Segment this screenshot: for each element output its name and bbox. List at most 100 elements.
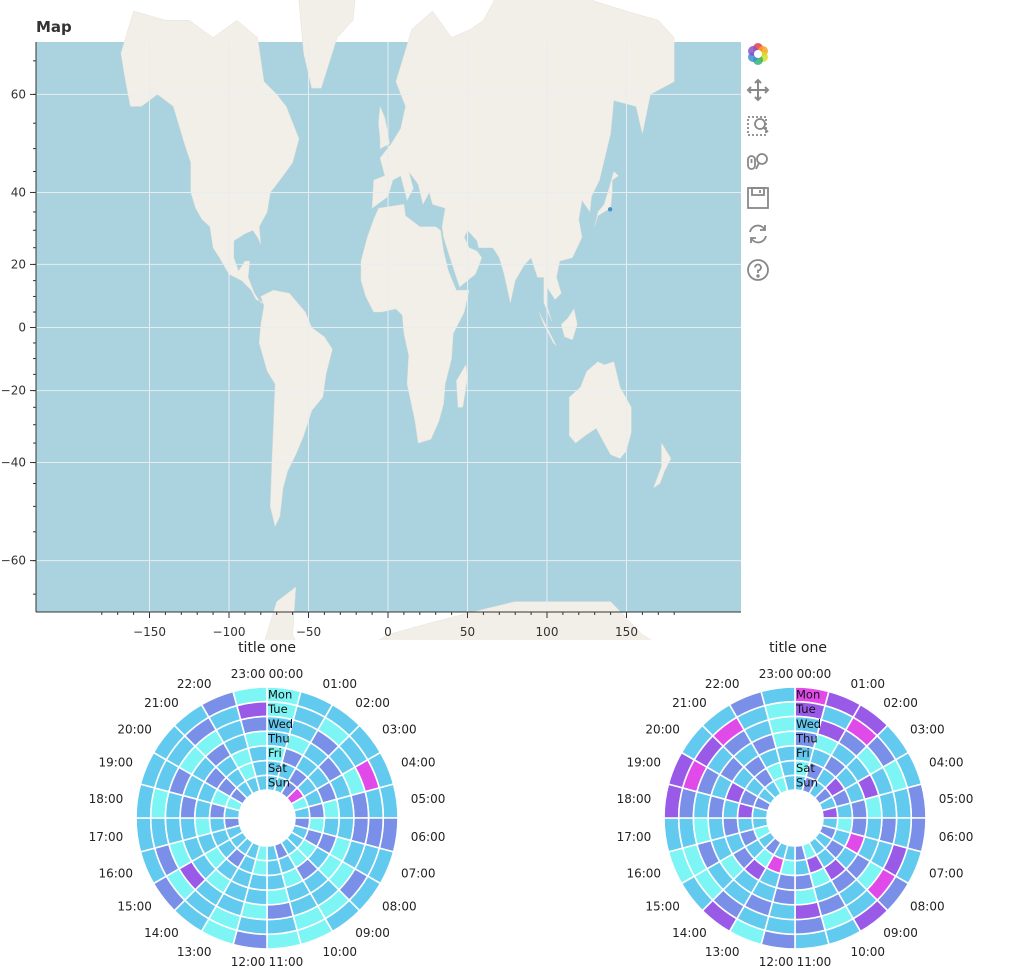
hour-label: 21:00 bbox=[672, 696, 707, 710]
world-map-plot[interactable]: −150−100−50050100150806040200−20−40−60−8… bbox=[0, 0, 1024, 640]
hour-label: 12:00 bbox=[231, 955, 266, 969]
pan-icon[interactable] bbox=[744, 76, 772, 104]
y-tick-label: 60 bbox=[11, 87, 26, 101]
hour-label: 12:00 bbox=[759, 955, 794, 969]
reset-icon[interactable] bbox=[744, 220, 772, 248]
day-label: Fri bbox=[796, 746, 810, 760]
map-point[interactable] bbox=[607, 207, 613, 212]
day-label: Sun bbox=[268, 776, 290, 790]
y-tick-label: −40 bbox=[1, 456, 26, 470]
hour-label: 09:00 bbox=[355, 926, 390, 940]
save-icon[interactable] bbox=[744, 184, 772, 212]
day-label: Wed bbox=[268, 717, 293, 731]
land-shape bbox=[538, 311, 557, 347]
y-tick-label: 20 bbox=[11, 257, 26, 271]
x-tick-label: −50 bbox=[296, 625, 321, 639]
hour-label: 23:00 bbox=[231, 667, 266, 681]
hour-label: 00:00 bbox=[269, 667, 304, 681]
hour-label: 06:00 bbox=[939, 830, 974, 844]
hour-label: 18:00 bbox=[89, 792, 124, 806]
hour-label: 01:00 bbox=[322, 677, 357, 691]
heatmap-cell bbox=[782, 774, 796, 792]
hour-label: 17:00 bbox=[89, 830, 124, 844]
hour-label: 05:00 bbox=[411, 792, 446, 806]
land-shape bbox=[594, 171, 619, 227]
hour-label: 21:00 bbox=[144, 696, 179, 710]
hour-label: 07:00 bbox=[929, 866, 964, 880]
hour-label: 19:00 bbox=[626, 756, 661, 770]
day-label: Sat bbox=[796, 761, 815, 775]
day-label: Sat bbox=[268, 761, 287, 775]
land-shape bbox=[371, 0, 675, 322]
hour-label: 10:00 bbox=[850, 945, 885, 959]
y-tick-label: −60 bbox=[1, 554, 26, 568]
land-shape bbox=[569, 361, 632, 459]
hour-label: 04:00 bbox=[929, 756, 964, 770]
hour-label: 02:00 bbox=[883, 696, 918, 710]
land-shape bbox=[456, 364, 468, 408]
hour-label: 01:00 bbox=[850, 677, 885, 691]
day-label: Tue bbox=[267, 702, 288, 716]
polar-chart-2-title: title one bbox=[769, 640, 827, 656]
hour-label: 14:00 bbox=[672, 926, 707, 940]
land-shape bbox=[561, 308, 578, 341]
hour-label: 00:00 bbox=[797, 667, 832, 681]
hour-label: 20:00 bbox=[117, 723, 152, 737]
hour-label: 15:00 bbox=[645, 899, 680, 913]
hour-label: 19:00 bbox=[98, 756, 133, 770]
hour-label: 09:00 bbox=[883, 926, 918, 940]
y-tick-label: 40 bbox=[11, 185, 26, 199]
x-tick-label: 100 bbox=[536, 625, 559, 639]
hour-label: 02:00 bbox=[355, 696, 390, 710]
x-tick-label: 150 bbox=[615, 625, 638, 639]
land-shape bbox=[120, 10, 300, 303]
x-tick-label: 50 bbox=[460, 625, 475, 639]
hour-label: 16:00 bbox=[98, 866, 133, 880]
hour-label: 20:00 bbox=[645, 723, 680, 737]
wheel-zoom-icon[interactable] bbox=[744, 148, 772, 176]
day-label: Mon bbox=[268, 687, 292, 701]
hour-label: 11:00 bbox=[269, 955, 304, 969]
day-label: Fri bbox=[268, 746, 282, 760]
land-shape bbox=[298, 0, 356, 89]
hour-label: 07:00 bbox=[401, 866, 436, 880]
hour-label: 23:00 bbox=[759, 667, 794, 681]
day-label: Thu bbox=[267, 732, 290, 746]
hour-label: 06:00 bbox=[411, 830, 446, 844]
hour-label: 03:00 bbox=[382, 723, 417, 737]
polar-chart-1-title: title one bbox=[238, 640, 296, 656]
hour-label: 17:00 bbox=[617, 830, 652, 844]
hour-label: 15:00 bbox=[117, 899, 152, 913]
hour-label: 04:00 bbox=[401, 756, 436, 770]
hour-label: 10:00 bbox=[322, 945, 357, 959]
hour-label: 08:00 bbox=[382, 899, 417, 913]
box-zoom-icon[interactable] bbox=[744, 112, 772, 140]
x-tick-label: 0 bbox=[384, 625, 392, 639]
land-shape bbox=[264, 586, 652, 640]
y-tick-label: 0 bbox=[18, 321, 26, 335]
hour-label: 13:00 bbox=[705, 945, 740, 959]
hour-label: 22:00 bbox=[177, 677, 212, 691]
map-title: Map bbox=[36, 18, 72, 36]
y-tick-label: −20 bbox=[1, 384, 26, 398]
help-icon[interactable] bbox=[744, 256, 772, 284]
day-label: Mon bbox=[796, 687, 820, 701]
polar-heatmap-2: 00:00 01:00 02:00 03:00 04:00 05:00 06:00 07:00… bbox=[617, 667, 974, 969]
x-tick-label: −150 bbox=[133, 625, 166, 639]
hour-label: 05:00 bbox=[939, 792, 974, 806]
day-label: Thu bbox=[795, 732, 818, 746]
hour-label: 03:00 bbox=[910, 723, 945, 737]
hour-label: 13:00 bbox=[177, 945, 212, 959]
hour-label: 16:00 bbox=[626, 866, 661, 880]
hour-label: 22:00 bbox=[705, 677, 740, 691]
x-tick-label: −100 bbox=[213, 625, 246, 639]
bokeh-logo-icon[interactable] bbox=[744, 40, 772, 68]
land-shape bbox=[652, 442, 672, 489]
day-label: Tue bbox=[795, 702, 816, 716]
day-label: Sun bbox=[796, 776, 818, 790]
day-label: Wed bbox=[796, 717, 821, 731]
plot-toolbar bbox=[742, 36, 774, 296]
hour-label: 08:00 bbox=[910, 899, 945, 913]
polar-heatmap-1: 00:00 01:00 02:00 03:00 04:00 05:00 06:00 07:00… bbox=[89, 667, 446, 969]
heatmap-cell bbox=[254, 774, 268, 792]
